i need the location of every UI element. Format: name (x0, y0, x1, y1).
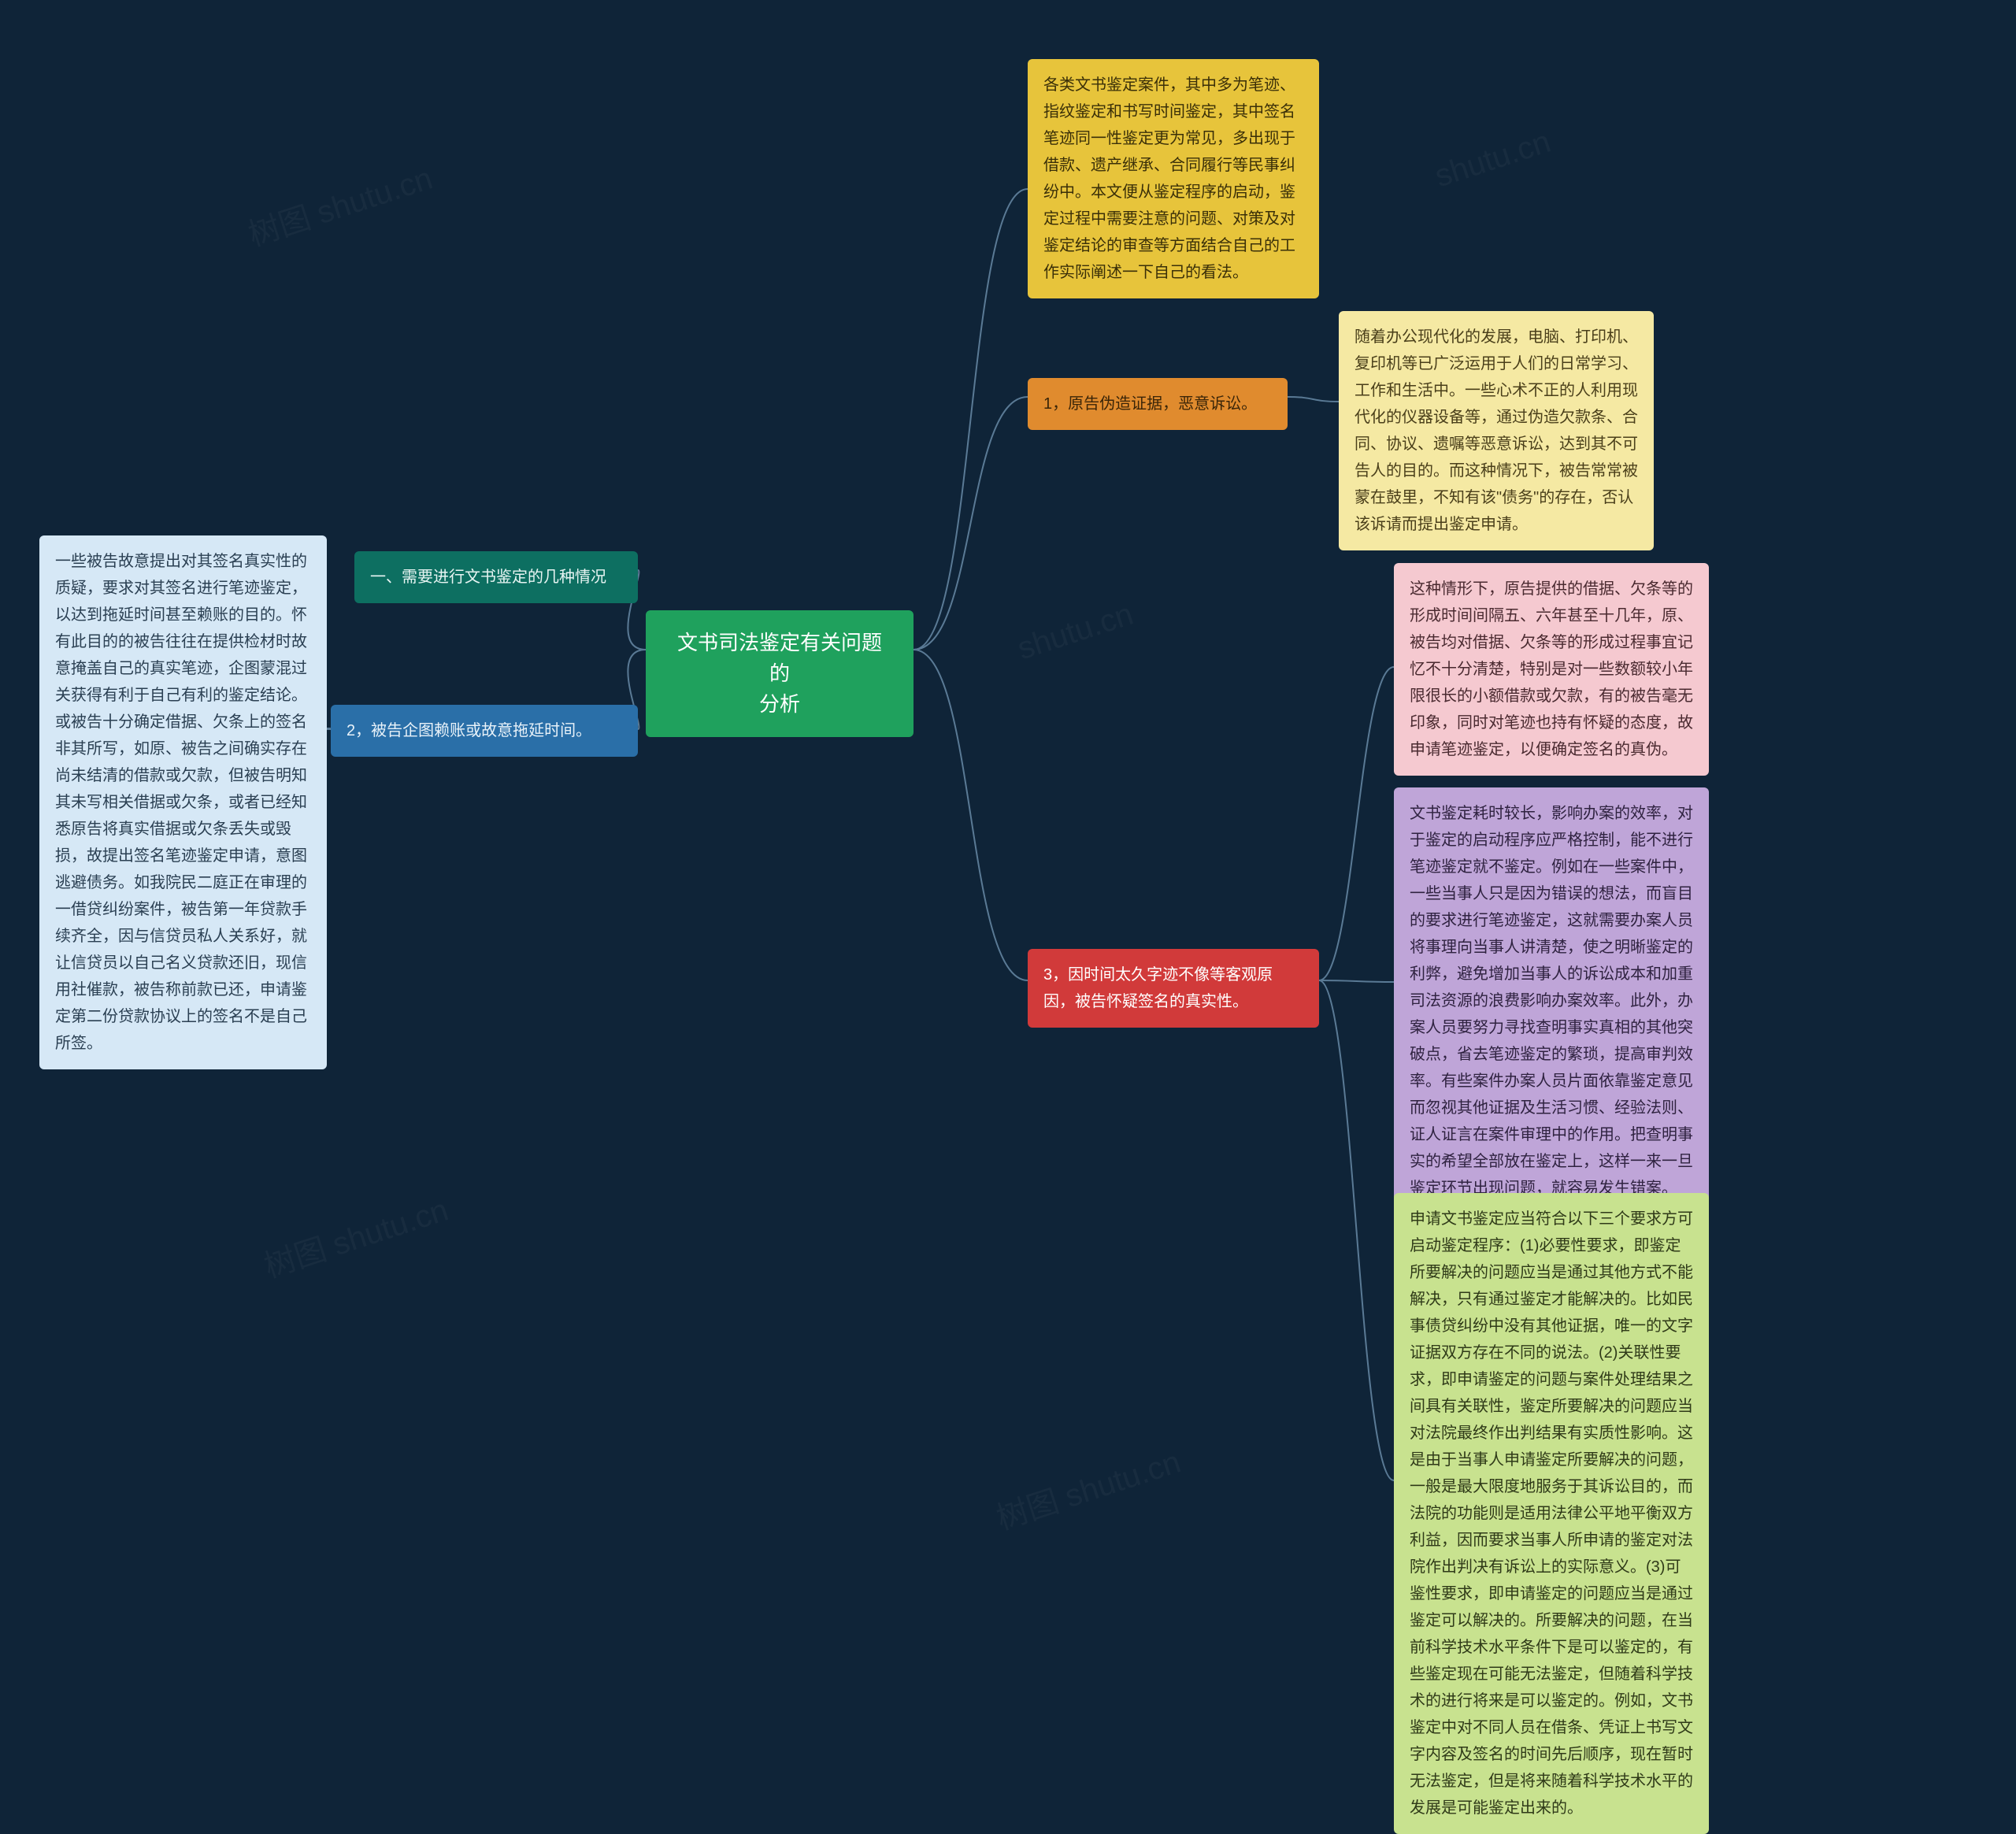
node-label: 申请文书鉴定应当符合以下三个要求方可启动鉴定程序：(1)必要性要求，即鉴定所要解… (1410, 1210, 1693, 1817)
node-label: 1，原告伪造证据，恶意诉讼。 (1043, 395, 1257, 413)
node-defendant-delay[interactable]: 2，被告企图赖账或故意拖延时间。 (331, 705, 638, 757)
node-label: 各类文书鉴定案件，其中多为笔迹、指纹鉴定和书写时间鉴定，其中签名笔迹同一性鉴定更… (1043, 76, 1295, 281)
node-intro[interactable]: 各类文书鉴定案件，其中多为笔迹、指纹鉴定和书写时间鉴定，其中签名笔迹同一性鉴定更… (1028, 59, 1319, 298)
watermark: shutu.cn (1431, 124, 1555, 195)
node-label: 文书鉴定耗时较长，影响办案的效率，对于鉴定的启动程序应严格控制，能不进行笔迹鉴定… (1410, 805, 1693, 1197)
node-defendant-delay-detail[interactable]: 一些被告故意提出对其签名真实性的质疑，要求对其签名进行笔迹鉴定，以达到拖延时间甚… (39, 535, 327, 1069)
node-label: 这种情形下，原告提供的借据、欠条等的形成时间间隔五、六年甚至十几年，原、被告均对… (1410, 580, 1693, 758)
node-label: 随着办公现代化的发展，电脑、打印机、复印机等已广泛运用于人们的日常学习、工作和生… (1354, 328, 1638, 533)
node-plaintiff-forgery[interactable]: 1，原告伪造证据，恶意诉讼。 (1028, 378, 1288, 430)
node-plaintiff-forgery-detail[interactable]: 随着办公现代化的发展，电脑、打印机、复印机等已广泛运用于人们的日常学习、工作和生… (1339, 311, 1654, 550)
node-time-doubt-detail-b[interactable]: 文书鉴定耗时较长，影响办案的效率，对于鉴定的启动程序应严格控制，能不进行笔迹鉴定… (1394, 787, 1709, 1214)
watermark: 树图 shutu.cn (990, 1436, 1185, 1539)
node-time-doubt-detail-c[interactable]: 申请文书鉴定应当符合以下三个要求方可启动鉴定程序：(1)必要性要求，即鉴定所要解… (1394, 1193, 1709, 1834)
node-left-situations[interactable]: 一、需要进行文书鉴定的几种情况 (354, 551, 638, 603)
mindmap-root-node[interactable]: 文书司法鉴定有关问题的分析 (646, 610, 914, 737)
node-label: 3，因时间太久字迹不像等客观原因，被告怀疑签名的真实性。 (1043, 966, 1273, 1010)
watermark: 树图 shutu.cn (258, 1184, 453, 1287)
node-label: 2，被告企图赖账或故意拖延时间。 (346, 722, 591, 739)
node-label: 一、需要进行文书鉴定的几种情况 (370, 569, 606, 586)
node-label: 一些被告故意提出对其签名真实性的质疑，要求对其签名进行笔迹鉴定，以达到拖延时间甚… (55, 553, 307, 1052)
node-time-doubt[interactable]: 3，因时间太久字迹不像等客观原因，被告怀疑签名的真实性。 (1028, 949, 1319, 1028)
root-label: 文书司法鉴定有关问题的分析 (677, 631, 882, 716)
node-time-doubt-detail-a[interactable]: 这种情形下，原告提供的借据、欠条等的形成时间间隔五、六年甚至十几年，原、被告均对… (1394, 563, 1709, 776)
watermark: 树图 shutu.cn (242, 153, 437, 255)
watermark: shutu.cn (1014, 597, 1138, 668)
